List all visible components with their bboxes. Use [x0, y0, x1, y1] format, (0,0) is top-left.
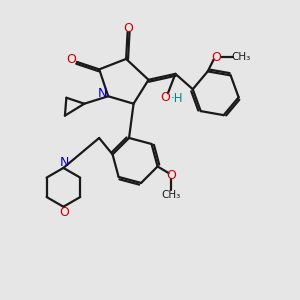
Text: ·H: ·H [171, 92, 183, 105]
Text: O: O [123, 22, 133, 35]
Text: CH₃: CH₃ [231, 52, 250, 62]
Text: N: N [59, 156, 69, 169]
Text: CH₃: CH₃ [161, 190, 181, 200]
Text: O: O [59, 206, 69, 219]
Text: O: O [167, 169, 176, 182]
Text: O: O [67, 53, 76, 66]
Text: O: O [211, 50, 221, 64]
Text: O: O [160, 91, 170, 104]
Text: N: N [98, 87, 107, 101]
